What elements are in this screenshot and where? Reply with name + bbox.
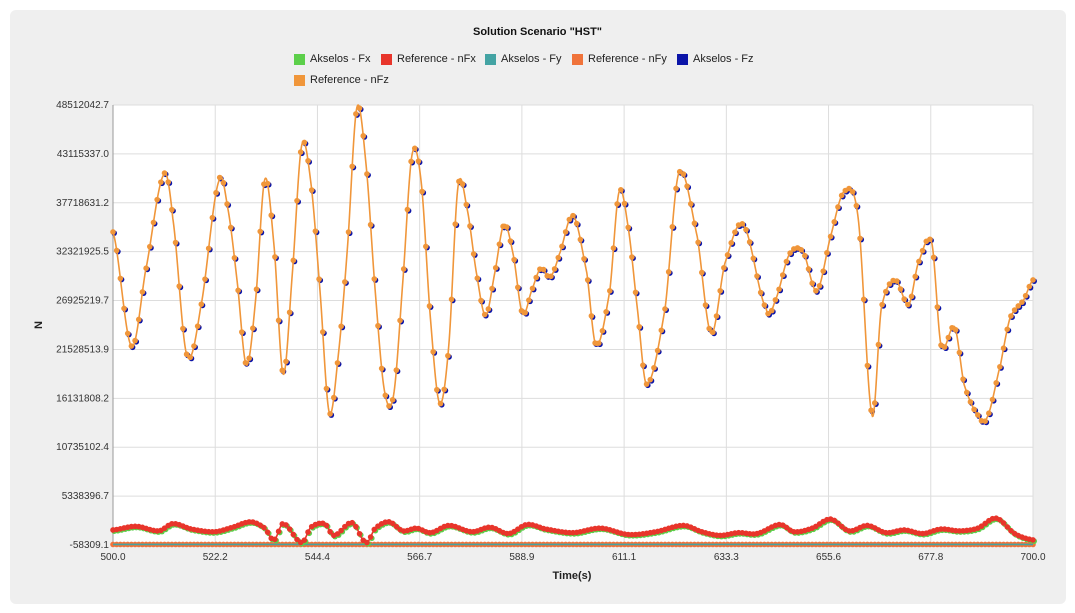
y-axis-label: N xyxy=(33,321,45,329)
x-tick-label: 522.2 xyxy=(203,552,228,563)
x-tick-label: 700.0 xyxy=(1020,552,1045,563)
legend-swatch xyxy=(485,53,496,65)
x-tick-label: 544.4 xyxy=(305,552,330,563)
legend-swatch xyxy=(381,53,392,65)
x-tick-label: 588.9 xyxy=(509,552,534,563)
x-axis-label: Time(s) xyxy=(553,570,592,582)
y-axis-ticks: 48512042.7 43115337.0 37718631.2 32321925.5… xyxy=(56,100,109,551)
series-fy xyxy=(110,541,1036,548)
legend-swatch xyxy=(294,53,305,65)
legend-swatch xyxy=(677,53,688,65)
y-tick-label: 32321925.5 xyxy=(56,247,109,258)
y-tick-label: 26925219.7 xyxy=(56,296,109,307)
y-tick-label: 21528513.9 xyxy=(56,344,109,355)
series-fz xyxy=(110,104,1037,426)
x-tick-label: 566.7 xyxy=(407,552,432,563)
legend-item-akselos-fy[interactable]: Akselos - Fy xyxy=(485,53,562,65)
legend-swatch xyxy=(294,74,305,86)
legend-label: Akselos - Fy xyxy=(501,53,562,65)
y-tick-label: 10735102.4 xyxy=(56,442,109,453)
legend-item-reference-nfy[interactable]: Reference - nFy xyxy=(572,53,667,65)
x-tick-label: 500.0 xyxy=(100,552,125,563)
x-tick-label: 633.3 xyxy=(714,552,739,563)
chart-title: Solution Scenario "HST" xyxy=(473,26,602,38)
y-tick-label: 48512042.7 xyxy=(56,100,109,111)
legend-item-akselos-fz[interactable]: Akselos - Fz xyxy=(677,53,754,65)
legend-item-reference-nfz[interactable]: Reference - nFz xyxy=(294,74,389,86)
legend-label: Akselos - Fx xyxy=(310,53,371,65)
x-tick-label: 655.6 xyxy=(816,552,841,563)
legend-item-reference-nfx[interactable]: Reference - nFx xyxy=(381,53,476,65)
series-line xyxy=(112,104,1034,423)
legend-label: Reference - nFy xyxy=(588,53,667,65)
legend-label: Reference - nFz xyxy=(310,74,389,86)
x-tick-label: 611.1 xyxy=(612,552,637,563)
legend-item-akselos-fx[interactable]: Akselos - Fx xyxy=(294,53,371,65)
plot-area xyxy=(113,105,1033,545)
x-axis-ticks: 500.0 522.2 544.4 566.7 588.9 611.1 633.3 655.6… xyxy=(100,552,1045,563)
legend-label: Reference - nFx xyxy=(397,53,476,65)
y-tick-label: 5338396.7 xyxy=(62,491,110,502)
x-tick-label: 677.8 xyxy=(918,552,943,563)
y-tick-label: -58309.1 xyxy=(70,540,110,551)
y-tick-label: 16131808.2 xyxy=(56,393,109,404)
series-group xyxy=(110,104,1037,548)
y-tick-label: 43115337.0 xyxy=(57,149,110,160)
series-fx xyxy=(110,515,1037,547)
y-tick-label: 37718631.2 xyxy=(56,198,109,209)
series-line xyxy=(112,517,1034,544)
legend-label: Akselos - Fz xyxy=(693,53,754,65)
legend-swatch xyxy=(572,53,583,65)
